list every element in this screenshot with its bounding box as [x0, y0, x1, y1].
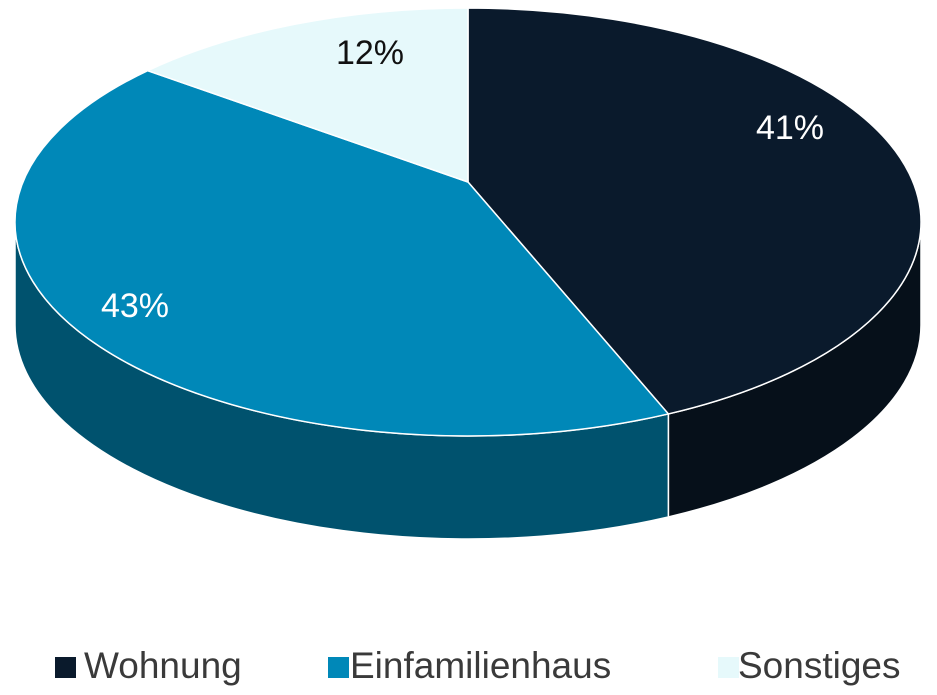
- data-labels: 41% 43% 12%: [101, 34, 824, 325]
- data-label: 41%: [756, 109, 824, 147]
- legend-label: Wohnung: [84, 645, 242, 686]
- legend-swatch: [55, 657, 76, 678]
- legend-label: Sonstiges: [738, 645, 901, 686]
- data-label: 43%: [101, 287, 169, 325]
- data-label: 12%: [336, 34, 404, 72]
- legend-swatch: [328, 657, 349, 678]
- legend-swatch: [718, 657, 739, 678]
- legend: Wohnung Einfamilienhaus Sonstiges: [55, 645, 901, 686]
- legend-label: Einfamilienhaus: [350, 645, 611, 686]
- pie-slice: [14, 69, 670, 437]
- pie-slice: [145, 7, 469, 184]
- pie-tops: [14, 7, 922, 437]
